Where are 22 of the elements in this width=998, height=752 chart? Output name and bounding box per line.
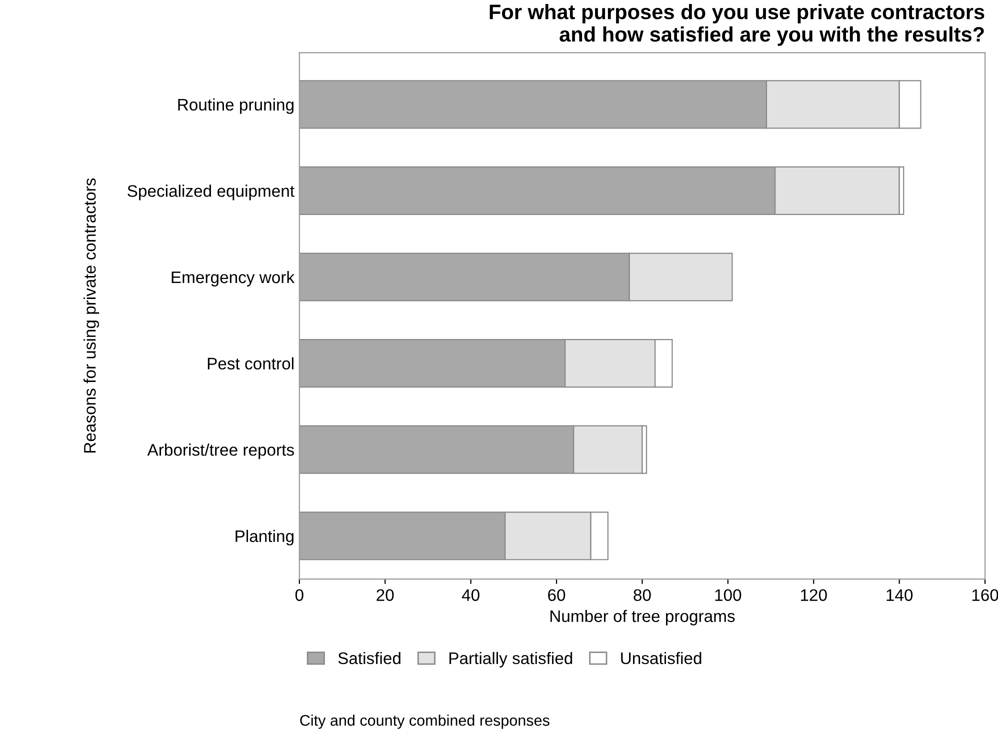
- x-axis-title: Number of tree programs: [550, 610, 735, 626]
- legend-label: Satisfied: [338, 652, 400, 664]
- legend-label: Unsatisfied: [621, 652, 702, 664]
- x-tick-label: 40: [462, 589, 480, 602]
- x-tick-label: 80: [634, 589, 651, 602]
- chart-title: For what purposes do you use private contractors and how satisfied are you with the results?: [490, 4, 984, 46]
- x-tick-label: 0: [295, 589, 304, 602]
- y-axis-title: Reasons for using private contractors: [84, 178, 100, 452]
- y-tick-label: Pest control: [208, 357, 294, 370]
- y-tick-label: Specialized equipment: [128, 184, 294, 200]
- y-tick-label: Planting: [236, 530, 294, 546]
- x-tick-label: 20: [376, 589, 394, 602]
- x-tick-label: 160: [972, 589, 998, 602]
- x-tick-label: 120: [800, 589, 827, 602]
- x-tick-label: 60: [548, 589, 566, 602]
- y-tick-label: Arborist/tree reports: [147, 444, 294, 460]
- x-tick-label: 140: [886, 589, 913, 602]
- text: City and county combined responses: [300, 714, 550, 729]
- y-tick-label: Emergency work: [172, 270, 295, 287]
- x-tick-label: 100: [715, 589, 742, 602]
- y-tick-label: Routine pruning: [178, 98, 294, 114]
- legend-label: Partially satisfied: [450, 652, 572, 668]
